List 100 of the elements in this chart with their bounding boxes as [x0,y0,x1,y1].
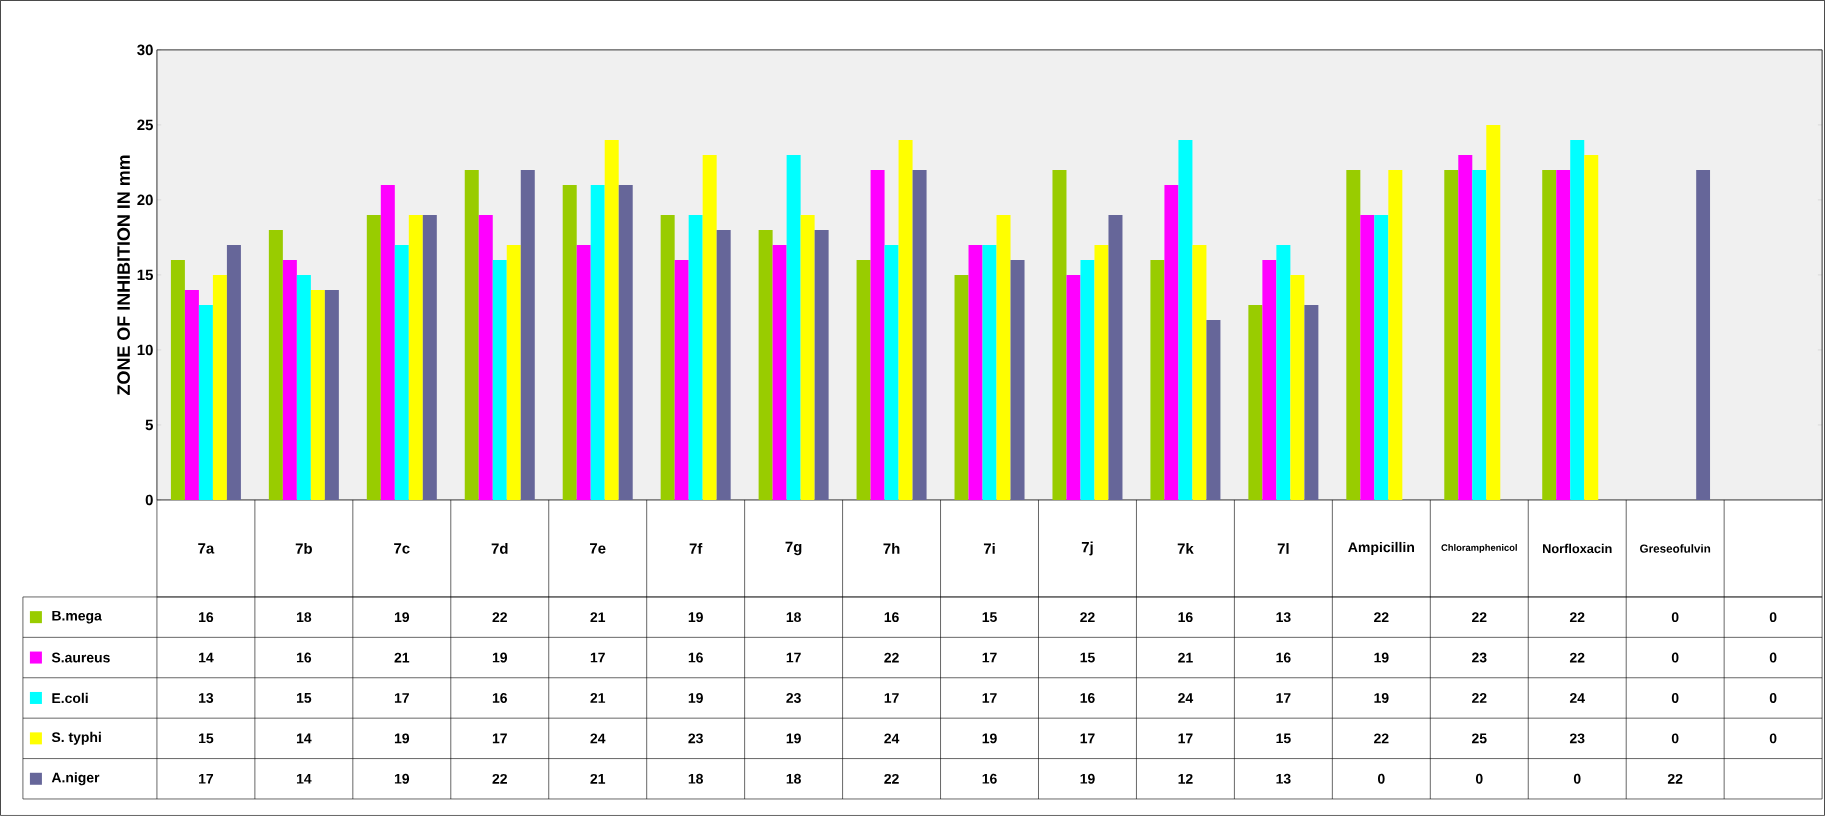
data-label: 17 [1276,693,1291,703]
data-label: 21 [394,652,410,663]
bar [758,229,773,500]
bar [1584,154,1599,500]
y-tick-label: 20 [137,194,153,206]
bar [884,244,899,500]
data-label: 0 [1769,693,1777,703]
bar [982,244,997,500]
data-label: 0 [1377,773,1385,784]
data-label: 16 [1178,612,1193,623]
bar [912,169,927,500]
bar [170,259,185,500]
bar [618,184,633,500]
data-label: 23 [786,693,801,703]
bar [1206,319,1221,500]
bar [1276,244,1291,500]
bar [408,214,423,500]
x-tick-label: 7e [590,543,606,554]
x-tick-label: 7f [689,543,703,554]
data-label: 22 [1569,612,1585,623]
bar [422,214,437,500]
data-label: 22 [1569,652,1585,663]
bar [1164,184,1179,500]
data-label: 0 [1769,652,1777,663]
bar [1346,169,1361,500]
bar [1304,304,1319,500]
data-label: 22 [1472,693,1487,703]
bar [1262,259,1277,500]
bar [604,139,619,500]
data-label: 16 [492,693,508,703]
data-label: 16 [199,612,214,623]
data-label: 14 [296,774,312,784]
x-tick-label: 7b [295,543,312,554]
y-tick-label: 5 [145,419,153,431]
bar [1486,124,1501,500]
bar [590,184,605,500]
bar [576,244,591,500]
x-tick-label: 7d [491,543,508,554]
bar [394,244,409,500]
data-label: 16 [1276,652,1291,663]
bar [366,214,381,500]
bar [1388,169,1403,500]
bar [1570,139,1585,500]
x-tick-label: 7l [1277,543,1289,554]
data-label: 0 [1671,652,1679,663]
data-label: 16 [982,773,997,784]
data-label: 24 [1178,693,1194,703]
y-tick-label: 15 [137,269,153,281]
data-label: 16 [688,652,703,663]
bar [212,274,227,500]
bar [1444,169,1459,500]
x-tick-label: 7c [394,543,410,554]
bar [310,289,325,500]
bar [1052,169,1067,500]
bar [688,214,703,500]
data-label: 17 [1080,733,1095,744]
legend-label: S.aureus [51,652,110,663]
data-label: 23 [1569,733,1585,744]
legend-label: A.niger [51,772,100,786]
data-label: 17 [982,652,997,663]
data-label: 15 [982,612,997,623]
data-label: 13 [1276,612,1291,623]
bar [520,169,535,500]
data-label: 22 [884,652,899,663]
bar [1010,259,1025,500]
data-label: 16 [1080,693,1095,703]
legend-label: E.coli [52,692,88,704]
data-label: 17 [884,693,899,703]
data-label: 22 [884,773,899,784]
data-label: 17 [1178,733,1193,744]
bar [1192,244,1207,500]
bar [772,244,787,500]
data-label: 17 [199,774,214,784]
data-label: 22 [492,773,507,784]
data-label: 18 [296,612,312,623]
data-label: 0 [1671,612,1679,623]
y-tick-label: 25 [137,119,153,131]
data-label: 21 [590,773,606,784]
data-label: 15 [1276,733,1291,744]
data-label: 22 [1667,773,1683,784]
data-label: 0 [1475,773,1483,784]
bar [674,259,689,500]
data-label: 14 [199,652,214,663]
data-label: 18 [688,773,703,784]
bar [1360,214,1375,500]
data-label: 21 [1178,652,1193,663]
data-label: 19 [982,733,997,744]
data-label: 24 [590,733,606,744]
data-label: 22 [492,612,507,623]
bar [1374,214,1389,500]
bar [1178,139,1193,500]
data-label: 19 [688,693,703,703]
data-label: 24 [884,733,900,744]
x-tick-label: 7i [983,543,995,554]
data-label: 0 [1671,693,1679,703]
bar [1094,244,1109,500]
data-label: 19 [394,773,410,784]
y-tick-label: 30 [137,44,153,56]
bar [996,214,1011,500]
bar [1066,274,1081,500]
